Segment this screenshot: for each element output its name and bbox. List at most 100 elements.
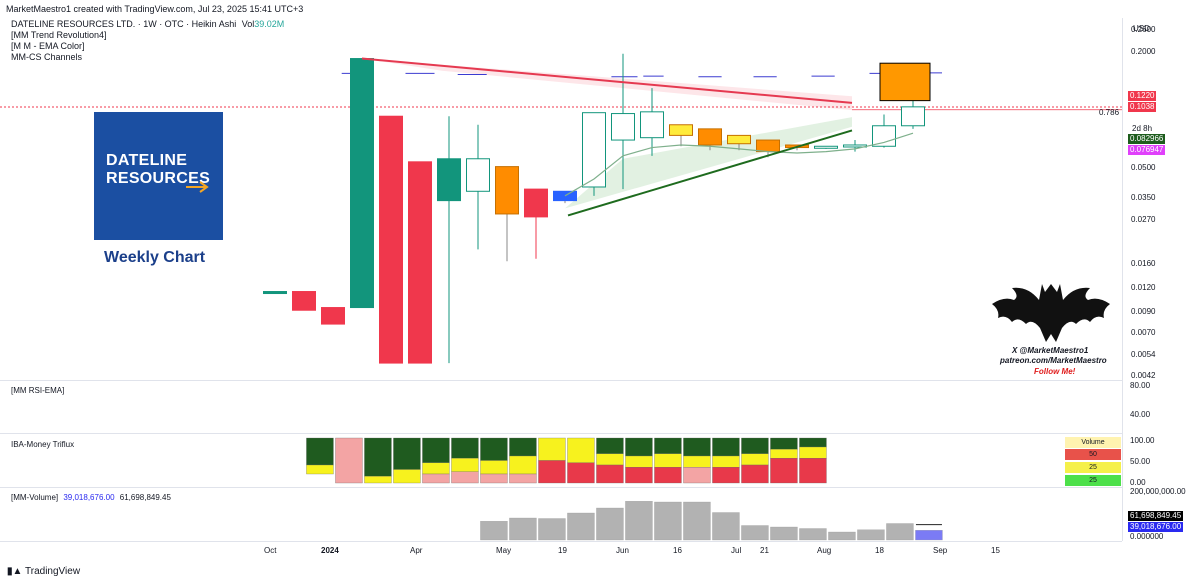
panel-divider[interactable]	[0, 487, 1122, 488]
triflux-bar	[451, 437, 479, 459]
volume-bar	[509, 517, 537, 541]
triflux-bar	[741, 453, 769, 466]
candle	[727, 134, 751, 145]
triflux-bar	[567, 437, 595, 463]
volume-bar	[915, 530, 943, 541]
candle	[437, 158, 461, 202]
triflux-bar	[625, 437, 653, 457]
triflux-bar	[741, 437, 769, 454]
weekly-chart-caption: Weekly Chart	[104, 249, 206, 266]
price-tick: 0.0500	[1131, 163, 1156, 173]
resistance-line	[361, 57, 853, 104]
time-tick: Apr	[410, 546, 423, 555]
candle	[698, 128, 722, 146]
price-tick: 0.0270	[1131, 214, 1156, 224]
tradingview-logo-icon: ▮▲	[7, 566, 23, 577]
time-tick: Jun	[616, 546, 629, 555]
volume-bar	[770, 526, 798, 541]
volume-bar	[857, 529, 885, 541]
rsi-tick-80: 80.00	[1130, 381, 1151, 390]
support-zone	[565, 117, 852, 209]
triflux-bar	[306, 464, 334, 475]
triflux-bar	[654, 467, 682, 484]
candle	[872, 125, 896, 147]
volume-bar	[596, 507, 624, 541]
currency-label: USD	[1133, 24, 1150, 33]
logo-line2: RESOURCES	[106, 170, 211, 187]
candle	[814, 145, 838, 149]
price-axis-divider	[1122, 18, 1123, 541]
time-tick: 2024	[321, 546, 339, 555]
triflux-tick-0: 0.00	[1130, 478, 1146, 487]
triflux-bar	[364, 476, 392, 484]
support-line	[567, 129, 853, 217]
price-tick: 0.2600	[1131, 25, 1156, 34]
triflux-legend-item: 25	[1065, 475, 1121, 486]
target-box	[879, 62, 931, 102]
triflux-bar	[654, 437, 682, 454]
arrow-icon	[186, 181, 209, 193]
triflux-bar	[480, 437, 508, 461]
watermark-line1: X @MarketMaestro1	[1012, 346, 1089, 355]
price-tick: 0.0054	[1131, 349, 1156, 359]
candle	[524, 188, 548, 218]
triflux-legend-title: Volume	[1065, 437, 1121, 448]
indicator-trend-revolution[interactable]: [MM Trend Revolution4]	[11, 30, 107, 40]
panel-divider	[0, 541, 1122, 542]
volume-tick-200m: 200,000,000.00	[1130, 487, 1186, 496]
volume-bar	[683, 501, 711, 541]
price-tick: 0.0350	[1131, 193, 1156, 203]
triflux-bar	[509, 437, 537, 457]
candle	[263, 291, 287, 295]
triflux-bar	[567, 462, 595, 484]
ema-line	[564, 132, 914, 197]
triflux-legend-item: 50	[1065, 449, 1121, 460]
time-tick: 15	[991, 546, 1000, 555]
time-tick: Jul	[731, 546, 742, 555]
candle	[901, 106, 925, 127]
symbol-line[interactable]: DATELINE RESOURCES LTD. · 1W · OTC · Hei…	[11, 19, 284, 30]
time-tick: 19	[558, 546, 567, 555]
price-tag-current: 0.1038	[1128, 102, 1157, 112]
price-tag-ema: 0.082966	[1128, 134, 1166, 144]
volume-panel-label[interactable]: [MM-Volume] 39,018,676.00 61,698,849.45	[11, 493, 171, 502]
rsi-panel-label[interactable]: [MM RSI-EMA]	[11, 386, 65, 395]
triflux-bar	[683, 437, 711, 457]
indicator-ema-color[interactable]: [M M - EMA Color]	[11, 41, 85, 51]
triflux-bar	[480, 460, 508, 475]
triflux-panel-label[interactable]: IBA-Money Triflux	[11, 440, 75, 449]
time-tick: 18	[875, 546, 884, 555]
candle	[553, 190, 577, 202]
bat-icon	[992, 284, 1110, 342]
triflux-bar	[770, 449, 798, 459]
watermark-line3: Follow Me!	[1034, 367, 1076, 376]
footer-brand[interactable]: ▮▲ TradingView	[7, 566, 80, 577]
price-tick: 0.0090	[1131, 307, 1156, 317]
triflux-bar	[364, 437, 392, 477]
triflux-tick-100: 100.00	[1130, 436, 1155, 445]
volume-value2: 61,698,849.45	[119, 493, 171, 502]
triflux-bar	[538, 437, 566, 461]
panel-divider[interactable]	[0, 380, 1122, 381]
volume-title: [MM-Volume]	[11, 493, 59, 502]
triflux-bar	[654, 453, 682, 468]
triflux-bar	[335, 437, 363, 484]
time-tick: May	[496, 546, 512, 555]
volume-value1: 39,018,676.00	[63, 493, 115, 502]
triflux-bar	[509, 473, 537, 484]
price-tick: 0.0042	[1131, 371, 1156, 380]
candle	[321, 307, 345, 325]
resistance-zone	[362, 58, 852, 111]
volume-bar	[712, 512, 740, 541]
triflux-bar	[596, 437, 624, 454]
triflux-bar	[770, 437, 798, 450]
triflux-tick-50: 50.00	[1130, 457, 1151, 466]
time-tick: 16	[673, 546, 682, 555]
volume-bar	[654, 501, 682, 541]
watermark-line2: patreon.com/MarketMaestro	[1000, 356, 1107, 365]
triflux-bar	[741, 464, 769, 484]
triflux-bar	[509, 455, 537, 475]
indicator-cs-channels[interactable]: MM-CS Channels	[11, 52, 83, 62]
panel-divider[interactable]	[0, 433, 1122, 434]
